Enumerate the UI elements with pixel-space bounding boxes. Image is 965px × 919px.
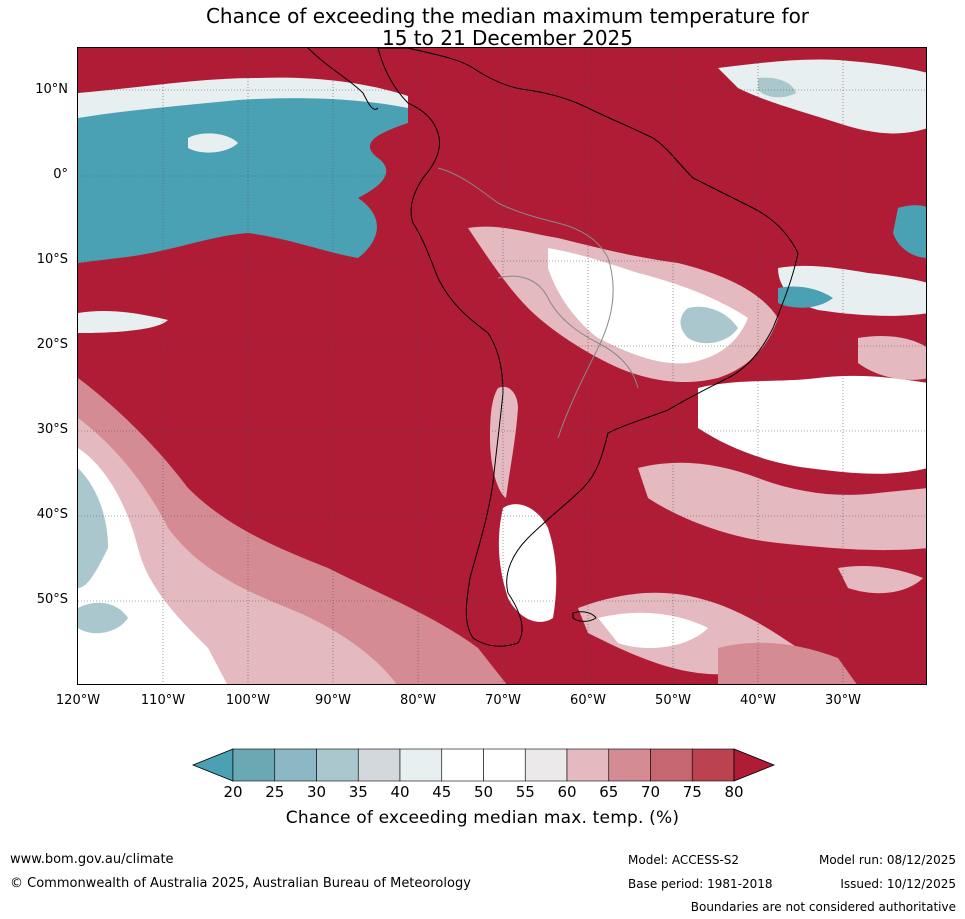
colorbar-swatch [650,748,693,782]
pink-region-atlantic-4 [838,566,923,594]
lon-label-50w: 50°W [655,693,691,708]
map-title: Chance of exceeding the median maximum t… [0,5,965,49]
colorbar-tick-label: 40 [390,783,410,801]
coastline-south-america [377,48,799,647]
country-borders-1 [437,167,614,439]
title-line-1: Chance of exceeding the median maximum t… [205,4,810,28]
colorbar-swatch [232,748,276,782]
colorbar-swatch [524,748,568,782]
colorbar-swatch [399,748,443,782]
footer-base-period: Base period: 1981-2018 [628,877,773,891]
colorbar-tick-label: 45 [432,783,452,801]
colorbar-tick-label: 75 [682,783,702,801]
colorbar-swatch [691,748,735,782]
colorbar-tick-label: 20 [223,783,243,801]
lat-label-20s: 20°S [36,337,68,352]
white-patch-pacific [188,133,238,153]
colorbar-swatch [608,748,651,782]
footer-copyright: © Commonwealth of Australia 2025, Austra… [10,876,471,891]
pink-region-atlantic [638,462,926,551]
footer-model: Model: ACCESS-S2 [628,853,740,867]
colorbar-tick-label: 55 [515,783,535,801]
blue-patch-atlantic-1 [778,286,833,308]
footer-model-run: Model run: 08/12/2025 [818,853,956,867]
colorbar-tick-label: 70 [640,783,661,801]
colorbar-swatch [441,748,484,782]
colorbar-label: Chance of exceeding median max. temp. (%… [285,808,680,828]
colorbar-swatch [483,748,526,782]
lat-label-30s: 30°S [36,422,68,437]
map-canvas [78,48,926,684]
graticule [78,48,926,684]
pink-streak-andes [490,386,518,498]
white-region-patagonia [498,504,557,622]
blue-patch-southwest-1 [78,468,108,588]
lat-label-0: 0° [53,167,68,182]
blue-patch-atlantic-2 [893,205,926,258]
white-streak-pacific [78,310,168,333]
lat-label-40s: 40°S [36,507,68,522]
footer-disclaimer: Boundaries are not considered authoritat… [690,900,956,914]
lat-label-10s: 10°S [36,252,68,267]
colorbar-tick-label: 30 [306,783,327,801]
lon-label-70w: 70°W [485,693,521,708]
pink-region-atlantic-3 [858,336,926,380]
colorbar-swatch [566,748,610,782]
colorbar [191,748,776,782]
coastline-central-america [307,48,379,110]
colorbar-tick-label: 65 [599,783,619,801]
lon-label-90w: 90°W [315,693,351,708]
footer-issued: Issued: 10/12/2025 [840,877,956,891]
colorbar-swatch [274,748,317,782]
lon-label-30w: 30°W [825,693,861,708]
colorbar-tick-label: 35 [348,783,368,801]
pink-region-south-atlantic-2 [718,642,857,684]
title-line-2: 15 to 21 December 2025 [381,26,633,50]
colorbar-tick-label: 60 [557,783,577,801]
colorbar-tick-label: 25 [265,783,285,801]
forecast-map [77,47,927,685]
lat-label-10n: 10°N [35,82,68,97]
colorbar-over-arrow [733,748,776,782]
colorbar-tick-label: 50 [473,783,494,801]
colorbar-under-arrow [191,748,234,782]
colorbar-swatch [357,748,401,782]
lon-label-100w: 100°W [225,693,271,708]
falkland-islands [572,611,597,622]
white-region-south-atlantic [598,612,708,648]
blue-patch-north-atlantic [758,77,796,98]
footer-website: www.bom.gov.au/climate [10,852,174,867]
lon-label-80w: 80°W [400,693,436,708]
colorbar-tick-label: 80 [724,783,744,801]
lon-label-40w: 40°W [740,693,776,708]
blue-patch-southwest-2 [78,602,128,634]
white-region-atlantic-1 [698,375,926,474]
country-borders-2 [497,275,639,389]
lon-label-110w: 110°W [140,693,186,708]
lat-label-50s: 50°S [36,592,68,607]
cool-band-pacific [78,86,408,263]
white-band-pacific [78,77,408,118]
lon-label-120w: 120°W [55,693,101,708]
lon-label-60w: 60°W [570,693,606,708]
colorbar-swatch [316,748,359,782]
blue-patch-brazil [680,306,738,344]
